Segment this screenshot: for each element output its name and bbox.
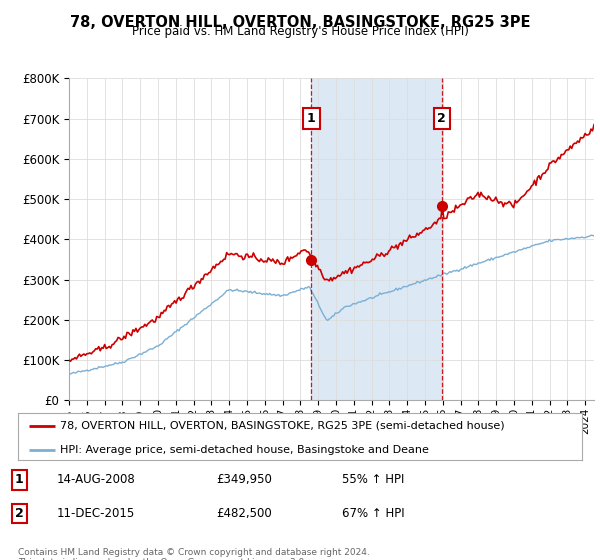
Text: 11-DEC-2015: 11-DEC-2015 xyxy=(57,507,135,520)
Text: 55% ↑ HPI: 55% ↑ HPI xyxy=(342,473,404,487)
Text: HPI: Average price, semi-detached house, Basingstoke and Deane: HPI: Average price, semi-detached house,… xyxy=(60,445,429,455)
Text: 2: 2 xyxy=(15,507,23,520)
Text: 2: 2 xyxy=(437,112,446,125)
Text: 1: 1 xyxy=(15,473,23,487)
Text: £349,950: £349,950 xyxy=(216,473,272,487)
Text: Contains HM Land Registry data © Crown copyright and database right 2024.
This d: Contains HM Land Registry data © Crown c… xyxy=(18,548,370,560)
Text: Price paid vs. HM Land Registry's House Price Index (HPI): Price paid vs. HM Land Registry's House … xyxy=(131,25,469,38)
Text: 1: 1 xyxy=(307,112,316,125)
Text: £482,500: £482,500 xyxy=(216,507,272,520)
Text: 14-AUG-2008: 14-AUG-2008 xyxy=(57,473,136,487)
Text: 78, OVERTON HILL, OVERTON, BASINGSTOKE, RG25 3PE: 78, OVERTON HILL, OVERTON, BASINGSTOKE, … xyxy=(70,15,530,30)
Text: 67% ↑ HPI: 67% ↑ HPI xyxy=(342,507,404,520)
Text: 78, OVERTON HILL, OVERTON, BASINGSTOKE, RG25 3PE (semi-detached house): 78, OVERTON HILL, OVERTON, BASINGSTOKE, … xyxy=(60,421,505,431)
Bar xyxy=(311,78,442,400)
